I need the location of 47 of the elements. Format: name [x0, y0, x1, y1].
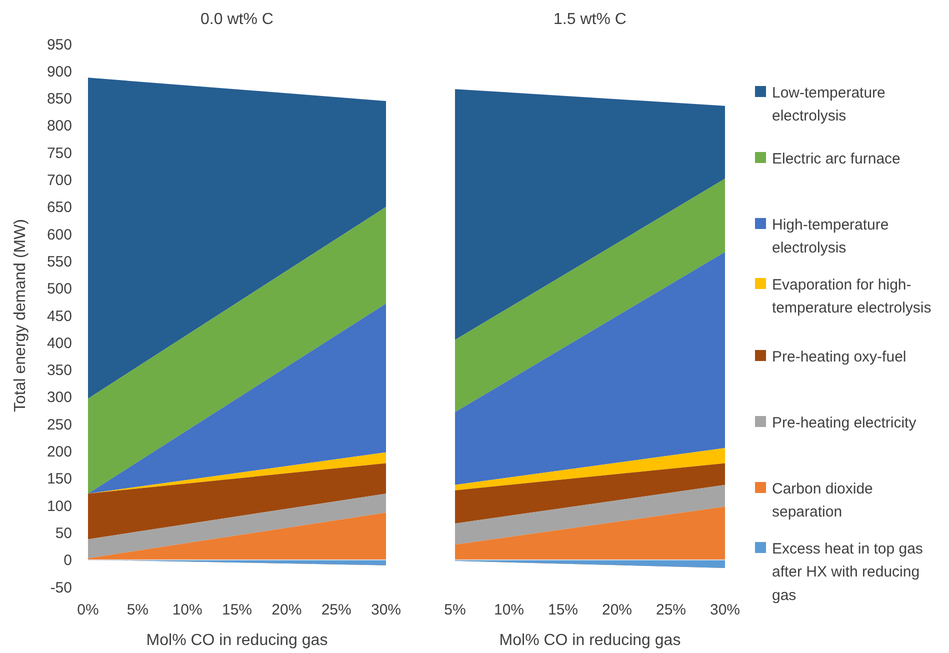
y-tick-label: 800: [46, 118, 72, 135]
legend-label: Pre-heating electricity: [772, 414, 917, 432]
chart-title: 0.0 wt% C: [200, 11, 274, 28]
chart-title: 1.5 wt% C: [554, 11, 626, 28]
x-tick-label: 0%: [77, 601, 99, 618]
y-tick-label: 650: [46, 199, 72, 216]
x-tick-label: 5%: [126, 601, 149, 618]
x-axis-title: Mol% CO in reducing gas: [499, 632, 681, 649]
y-tick-label: 550: [46, 253, 72, 270]
y-tick-label: 750: [46, 144, 72, 162]
y-tick-label: 850: [46, 90, 72, 108]
x-tick-label: 10%: [494, 601, 524, 618]
y-tick-label: 300: [46, 389, 72, 406]
x-tick-label: 30%: [370, 601, 402, 618]
y-tick-label: 700: [46, 172, 72, 189]
x-tick-label: 10%: [172, 601, 202, 618]
y-tick-label: 200: [46, 444, 72, 460]
y-axis-title: Total energy demand (MW): [12, 219, 29, 412]
y-tick-label: 500: [46, 280, 72, 298]
legend-label: Carbon dioxide separation: [772, 480, 873, 520]
y-tick-label: 50: [55, 524, 72, 542]
y-tick-label: 900: [46, 63, 72, 80]
y-tick-label: 150: [46, 470, 72, 488]
y-tick-label: 350: [46, 362, 72, 380]
y-tick-label: 600: [46, 226, 72, 244]
x-tick-label: 15%: [548, 601, 578, 618]
x-tick-label: 25%: [321, 601, 352, 618]
y-tick-label: 950: [46, 36, 72, 54]
x-tick-label: 20%: [272, 601, 302, 618]
legend-label: Electric arc furnace: [772, 150, 900, 168]
x-tick-label: 20%: [602, 601, 632, 618]
y-tick-label: 0: [64, 552, 72, 570]
x-tick-label: 5%: [444, 601, 466, 618]
x-tick-label: 15%: [222, 601, 252, 618]
x-axis-title: Mol% CO in reducing gas: [146, 632, 328, 649]
y-tick-label: 400: [46, 334, 72, 352]
legend-label: Excess heat in top gas after HX with reducing gas: [772, 540, 923, 604]
legend-label: Evaporation for high-temperature electrolysis: [772, 276, 932, 316]
x-tick-label: 30%: [710, 601, 740, 618]
y-tick-label: -50: [50, 579, 72, 596]
x-tick-label: 25%: [656, 601, 686, 618]
y-tick-label: 450: [46, 308, 72, 325]
y-tick-label: 250: [46, 416, 72, 434]
legend-label: Low-temperature electrolysis: [772, 84, 886, 124]
y-tick-label: 100: [46, 498, 72, 515]
legend-label: Pre-heating oxy-fuel: [772, 348, 906, 366]
legend-label: High-temperature electrolysis: [772, 216, 889, 256]
